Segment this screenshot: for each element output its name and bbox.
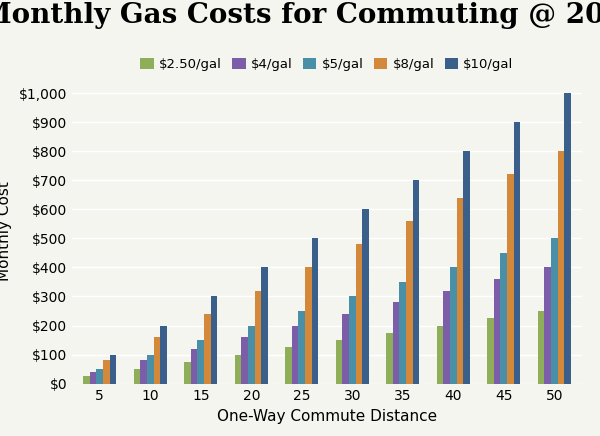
Bar [97, 369, 103, 384]
Legend: $2.50/gal, $4/gal, $5/gal, $8/gal, $10/gal: $2.50/gal, $4/gal, $5/gal, $8/gal, $10/g… [140, 58, 514, 71]
Bar [261, 267, 268, 384]
Bar [103, 361, 110, 384]
X-axis label: One-Way Commute Distance: One-Way Commute Distance [217, 409, 437, 425]
Bar [487, 318, 494, 384]
Bar [538, 311, 544, 384]
Bar [500, 253, 507, 384]
Bar [393, 302, 400, 384]
Bar [544, 267, 551, 384]
Bar [413, 180, 419, 384]
Bar [362, 209, 368, 384]
Bar [204, 314, 211, 384]
Bar [191, 349, 197, 384]
Y-axis label: Monthly Cost: Monthly Cost [0, 181, 12, 281]
Bar [147, 354, 154, 384]
Bar [90, 372, 97, 384]
Title: Monthly Gas Costs for Commuting @ 20mpg: Monthly Gas Costs for Commuting @ 20mpg [0, 2, 600, 29]
Bar [557, 151, 564, 384]
Bar [457, 198, 463, 384]
Bar [356, 244, 362, 384]
Bar [463, 151, 470, 384]
Bar [241, 337, 248, 384]
Bar [494, 279, 500, 384]
Bar [551, 238, 557, 384]
Bar [311, 238, 318, 384]
Bar [160, 326, 167, 384]
Bar [343, 314, 349, 384]
Bar [286, 347, 292, 384]
Bar [349, 296, 356, 384]
Bar [514, 122, 520, 384]
Bar [400, 282, 406, 384]
Bar [184, 362, 191, 384]
Bar [211, 296, 217, 384]
Bar [154, 337, 160, 384]
Bar [254, 291, 261, 384]
Bar [443, 291, 450, 384]
Bar [305, 267, 311, 384]
Bar [564, 93, 571, 384]
Bar [197, 340, 204, 384]
Bar [110, 354, 116, 384]
Bar [406, 221, 413, 384]
Bar [450, 267, 457, 384]
Bar [292, 326, 298, 384]
Bar [336, 340, 343, 384]
Bar [83, 376, 90, 384]
Bar [248, 326, 254, 384]
Bar [140, 361, 147, 384]
Bar [437, 326, 443, 384]
Bar [507, 174, 514, 384]
Bar [134, 369, 140, 384]
Bar [235, 354, 241, 384]
Bar [386, 333, 393, 384]
Bar [298, 311, 305, 384]
